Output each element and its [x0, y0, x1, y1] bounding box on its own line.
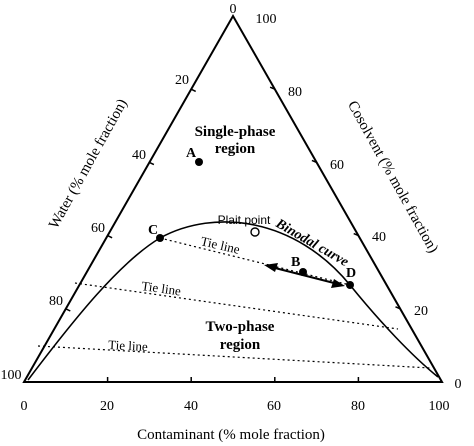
bottom-tick-label: 60: [267, 399, 281, 414]
left-axis-title: Water (% mole fraction): [46, 96, 131, 231]
bottom-tick-label: 100: [429, 399, 450, 414]
right-tick-label: 100: [256, 12, 277, 27]
tie-line-label: Tie line: [108, 337, 149, 354]
point-b-label: B: [291, 255, 300, 270]
left-tick-label: 0: [230, 2, 237, 17]
right-tick-label: 0: [455, 377, 462, 392]
point-d-label: D: [346, 266, 356, 281]
right-tick-label: 80: [288, 85, 302, 100]
plait-point-marker: [250, 227, 260, 237]
double-arrow: [264, 263, 345, 288]
point-c-label: C: [148, 223, 158, 238]
two-phase-region-label: Two-phase: [206, 319, 275, 335]
single-phase-region-label: Single-phase: [195, 124, 276, 140]
bottom-tick-label: 80: [351, 399, 365, 414]
right-axis-title: Cosolvent (% mole fraction): [344, 98, 441, 256]
tie-line-label: Tie line: [199, 233, 241, 257]
bottom-axis-ticks: [106, 377, 360, 382]
left-tick-label: 20: [175, 73, 189, 88]
right-axis-ticks: [269, 86, 401, 310]
bottom-axis-title: Contaminant (% mole fraction): [137, 427, 325, 443]
bottom-tick-label: 20: [100, 399, 114, 414]
plait-point-label: Plait point: [218, 213, 271, 227]
point-a-marker: [195, 158, 203, 166]
left-tick-label: 40: [132, 148, 146, 163]
bottom-tick-label: 40: [184, 399, 198, 414]
left-tick-label: 100: [1, 368, 22, 383]
right-tick-label: 60: [330, 158, 344, 173]
right-tick-label: 20: [414, 304, 428, 319]
point-a-label: A: [186, 146, 197, 161]
single-phase-region-label: region: [215, 141, 256, 157]
binodal-curve-label: Binodal curve: [272, 216, 351, 270]
left-tick-label: 80: [49, 294, 63, 309]
left-axis-ticks: [65, 88, 197, 312]
two-phase-region-label: region: [220, 337, 261, 353]
ternary-triangle: [22, 13, 444, 383]
bottom-tick-label: 0: [21, 399, 28, 414]
tie-line: [74, 282, 399, 330]
right-axis-tick-labels: 100 80 60 40 20 0: [256, 12, 462, 392]
point-c-marker: [156, 234, 164, 242]
point-d-marker: [346, 281, 354, 289]
bottom-axis-tick-labels: 0 20 40 60 80 100: [21, 399, 450, 414]
tie-line-label: Tie line: [141, 278, 183, 298]
left-tick-label: 60: [91, 221, 105, 236]
tie-lines: [37, 237, 431, 369]
left-axis-tick-labels: 0 20 40 60 80 100: [1, 2, 237, 383]
binodal-curve: [27, 221, 439, 381]
right-tick-label: 40: [372, 230, 386, 245]
tie-line: [37, 345, 431, 369]
